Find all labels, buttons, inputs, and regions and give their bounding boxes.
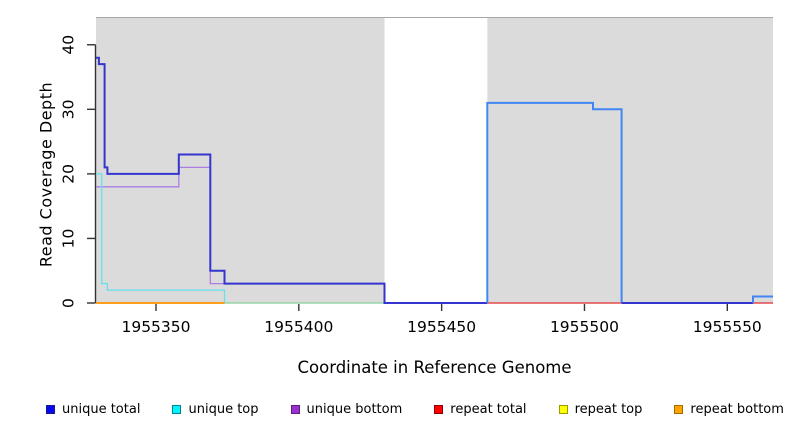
legend-label: unique total <box>62 401 141 417</box>
x-tick-label-1955450: 1955450 <box>407 318 476 336</box>
legend-label: unique bottom <box>306 401 403 417</box>
unique-bottom-swatch <box>290 404 300 414</box>
legend: unique total unique top unique bottom repea… <box>46 398 784 420</box>
x-tick-label-1955500: 1955500 <box>550 318 619 336</box>
y-tick-label-40: 40 <box>59 35 77 55</box>
legend-label: repeat total <box>450 401 527 417</box>
repeat-top-swatch <box>558 404 568 414</box>
gap-region <box>384 17 488 303</box>
series-unique-total-seg1 <box>96 56 488 304</box>
x-tick-label-1955550: 1955550 <box>693 318 762 336</box>
plot-axes: 0 10 20 30 40 1955350 1955400 1955450 1955500 195… <box>59 35 761 336</box>
legend-item-unique-top: unique top <box>172 401 259 417</box>
series-unique-total-seg4 <box>752 295 773 303</box>
series-unique-total-seg2 <box>486 101 623 303</box>
legend-label: repeat bottom <box>690 401 784 417</box>
mapped-region-right <box>487 17 773 303</box>
y-tick-label-10: 10 <box>59 229 77 249</box>
legend-item-repeat-total: repeat total <box>434 401 527 417</box>
legend-item-repeat-bottom: repeat bottom <box>674 402 784 417</box>
y-tick-label-0: 0 <box>59 298 77 308</box>
x-axis-label: Coordinate in Reference Genome <box>297 358 572 377</box>
legend-label: repeat top <box>574 401 643 417</box>
unique-top-swatch <box>172 404 182 414</box>
x-tick-label-1955400: 1955400 <box>264 318 333 336</box>
mapped-region-left <box>96 17 385 303</box>
legend-item-repeat-top: repeat top <box>558 401 643 417</box>
repeat-total-swatch <box>434 404 444 414</box>
legend-label: unique top <box>188 401 259 417</box>
legend-item-unique-total: unique total <box>46 402 140 417</box>
repeat-bottom-swatch <box>674 404 684 414</box>
series-unique-top <box>96 173 385 304</box>
y-axis-label: Read Coverage Depth <box>36 81 56 268</box>
plot-regions <box>96 17 773 303</box>
y-tick-label-20: 20 <box>59 164 77 184</box>
y-tick-label-30: 30 <box>59 99 77 119</box>
x-tick-label-1955350: 1955350 <box>121 318 190 336</box>
plot-series <box>96 56 773 304</box>
unique-total-swatch <box>46 404 55 414</box>
legend-item-unique-bottom: unique bottom <box>290 401 403 417</box>
